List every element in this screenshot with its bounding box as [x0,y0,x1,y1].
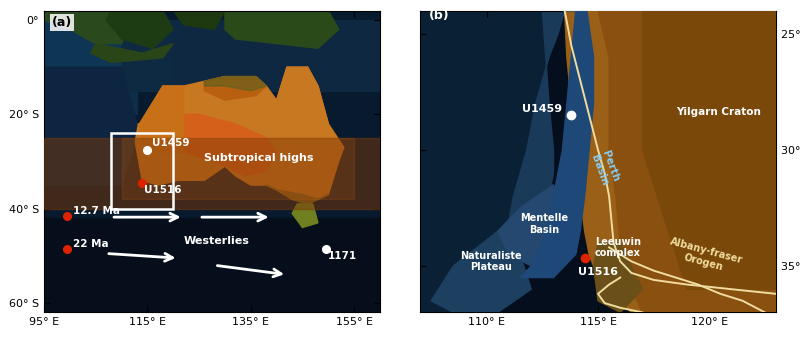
Text: (b): (b) [429,9,450,22]
Polygon shape [498,11,565,277]
Text: Albany-fraser
Orogen: Albany-fraser Orogen [666,237,744,277]
Text: U1516: U1516 [144,185,182,195]
Text: U1459: U1459 [151,138,189,148]
Polygon shape [498,185,565,266]
Polygon shape [520,11,594,277]
Polygon shape [225,11,338,48]
Text: 22 Ma: 22 Ma [74,239,109,249]
Text: U1459: U1459 [522,103,562,114]
Polygon shape [44,67,137,185]
Text: Perth
Basin: Perth Basin [589,150,620,187]
Polygon shape [174,11,225,29]
Polygon shape [416,223,452,242]
Polygon shape [132,67,344,204]
Polygon shape [90,44,174,62]
Text: Naturaliste
Plateau: Naturaliste Plateau [460,251,522,272]
Text: Leeuwin
complex: Leeuwin complex [595,237,641,258]
Bar [111,133,174,209]
Text: Westerlies: Westerlies [183,236,250,246]
Polygon shape [598,11,776,312]
Bar [44,218,380,312]
Polygon shape [565,11,776,312]
Bar [122,20,174,91]
Bar [122,138,354,199]
Polygon shape [140,86,183,152]
Bar [44,11,137,114]
Bar [44,138,380,209]
Polygon shape [266,185,328,204]
Polygon shape [594,243,642,312]
Text: Mentelle
Basin: Mentelle Basin [521,213,569,235]
Polygon shape [420,11,565,312]
Text: Subtropical highs: Subtropical highs [204,154,314,163]
Text: (a): (a) [52,16,72,29]
Polygon shape [431,231,531,312]
Polygon shape [442,190,473,223]
Polygon shape [106,11,174,48]
Bar [174,20,380,91]
Text: 1171: 1171 [328,251,358,261]
Polygon shape [204,77,266,91]
Polygon shape [277,67,328,124]
Bar [687,0,776,11]
Polygon shape [642,11,776,289]
Polygon shape [44,11,132,44]
Polygon shape [204,77,266,100]
Text: 12.7 Ma: 12.7 Ma [74,206,121,216]
Polygon shape [292,204,318,228]
Text: U1516: U1516 [578,267,618,277]
Text: Yilgarn Craton: Yilgarn Craton [676,107,761,117]
Polygon shape [142,114,277,176]
Bar [44,20,122,67]
